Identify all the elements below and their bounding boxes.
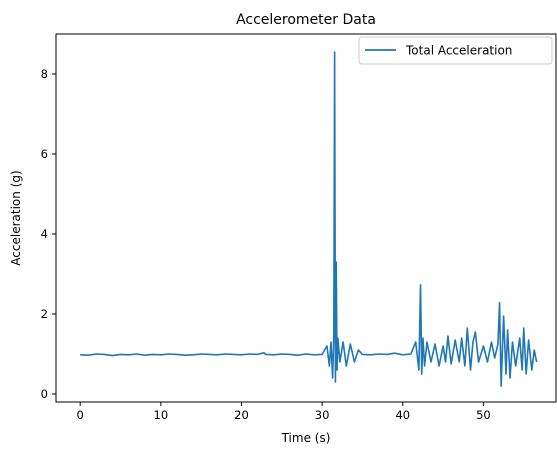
y-tick-label: 6	[41, 147, 48, 161]
legend-box	[358, 36, 553, 65]
y-tick-label: 8	[41, 67, 48, 81]
legend: Total Acceleration	[358, 36, 553, 65]
y-tick-label: 4	[41, 227, 48, 241]
x-tick-label: 0	[77, 408, 84, 422]
plot-frame	[55, 33, 557, 403]
y-axis: 0 2 4 6 8	[41, 67, 56, 401]
series-line-0	[80, 51, 538, 387]
x-tick-label: 40	[395, 408, 410, 422]
x-tick-label: 30	[315, 408, 330, 422]
plot-area	[80, 51, 538, 387]
y-tick-label: 0	[41, 387, 48, 401]
legend-entry-total-acceleration: Total Acceleration	[405, 44, 512, 58]
y-tick-label: 2	[41, 307, 48, 321]
chart-title: Accelerometer Data	[236, 12, 376, 28]
x-tick-label: 10	[154, 408, 169, 422]
x-axis-label: Time (s)	[281, 431, 331, 445]
x-axis: 0 10 20 30 40 50	[77, 402, 491, 422]
y-axis-label: Acceleration (g)	[9, 170, 23, 265]
x-tick-label: 50	[476, 408, 491, 422]
x-tick-label: 20	[234, 408, 249, 422]
